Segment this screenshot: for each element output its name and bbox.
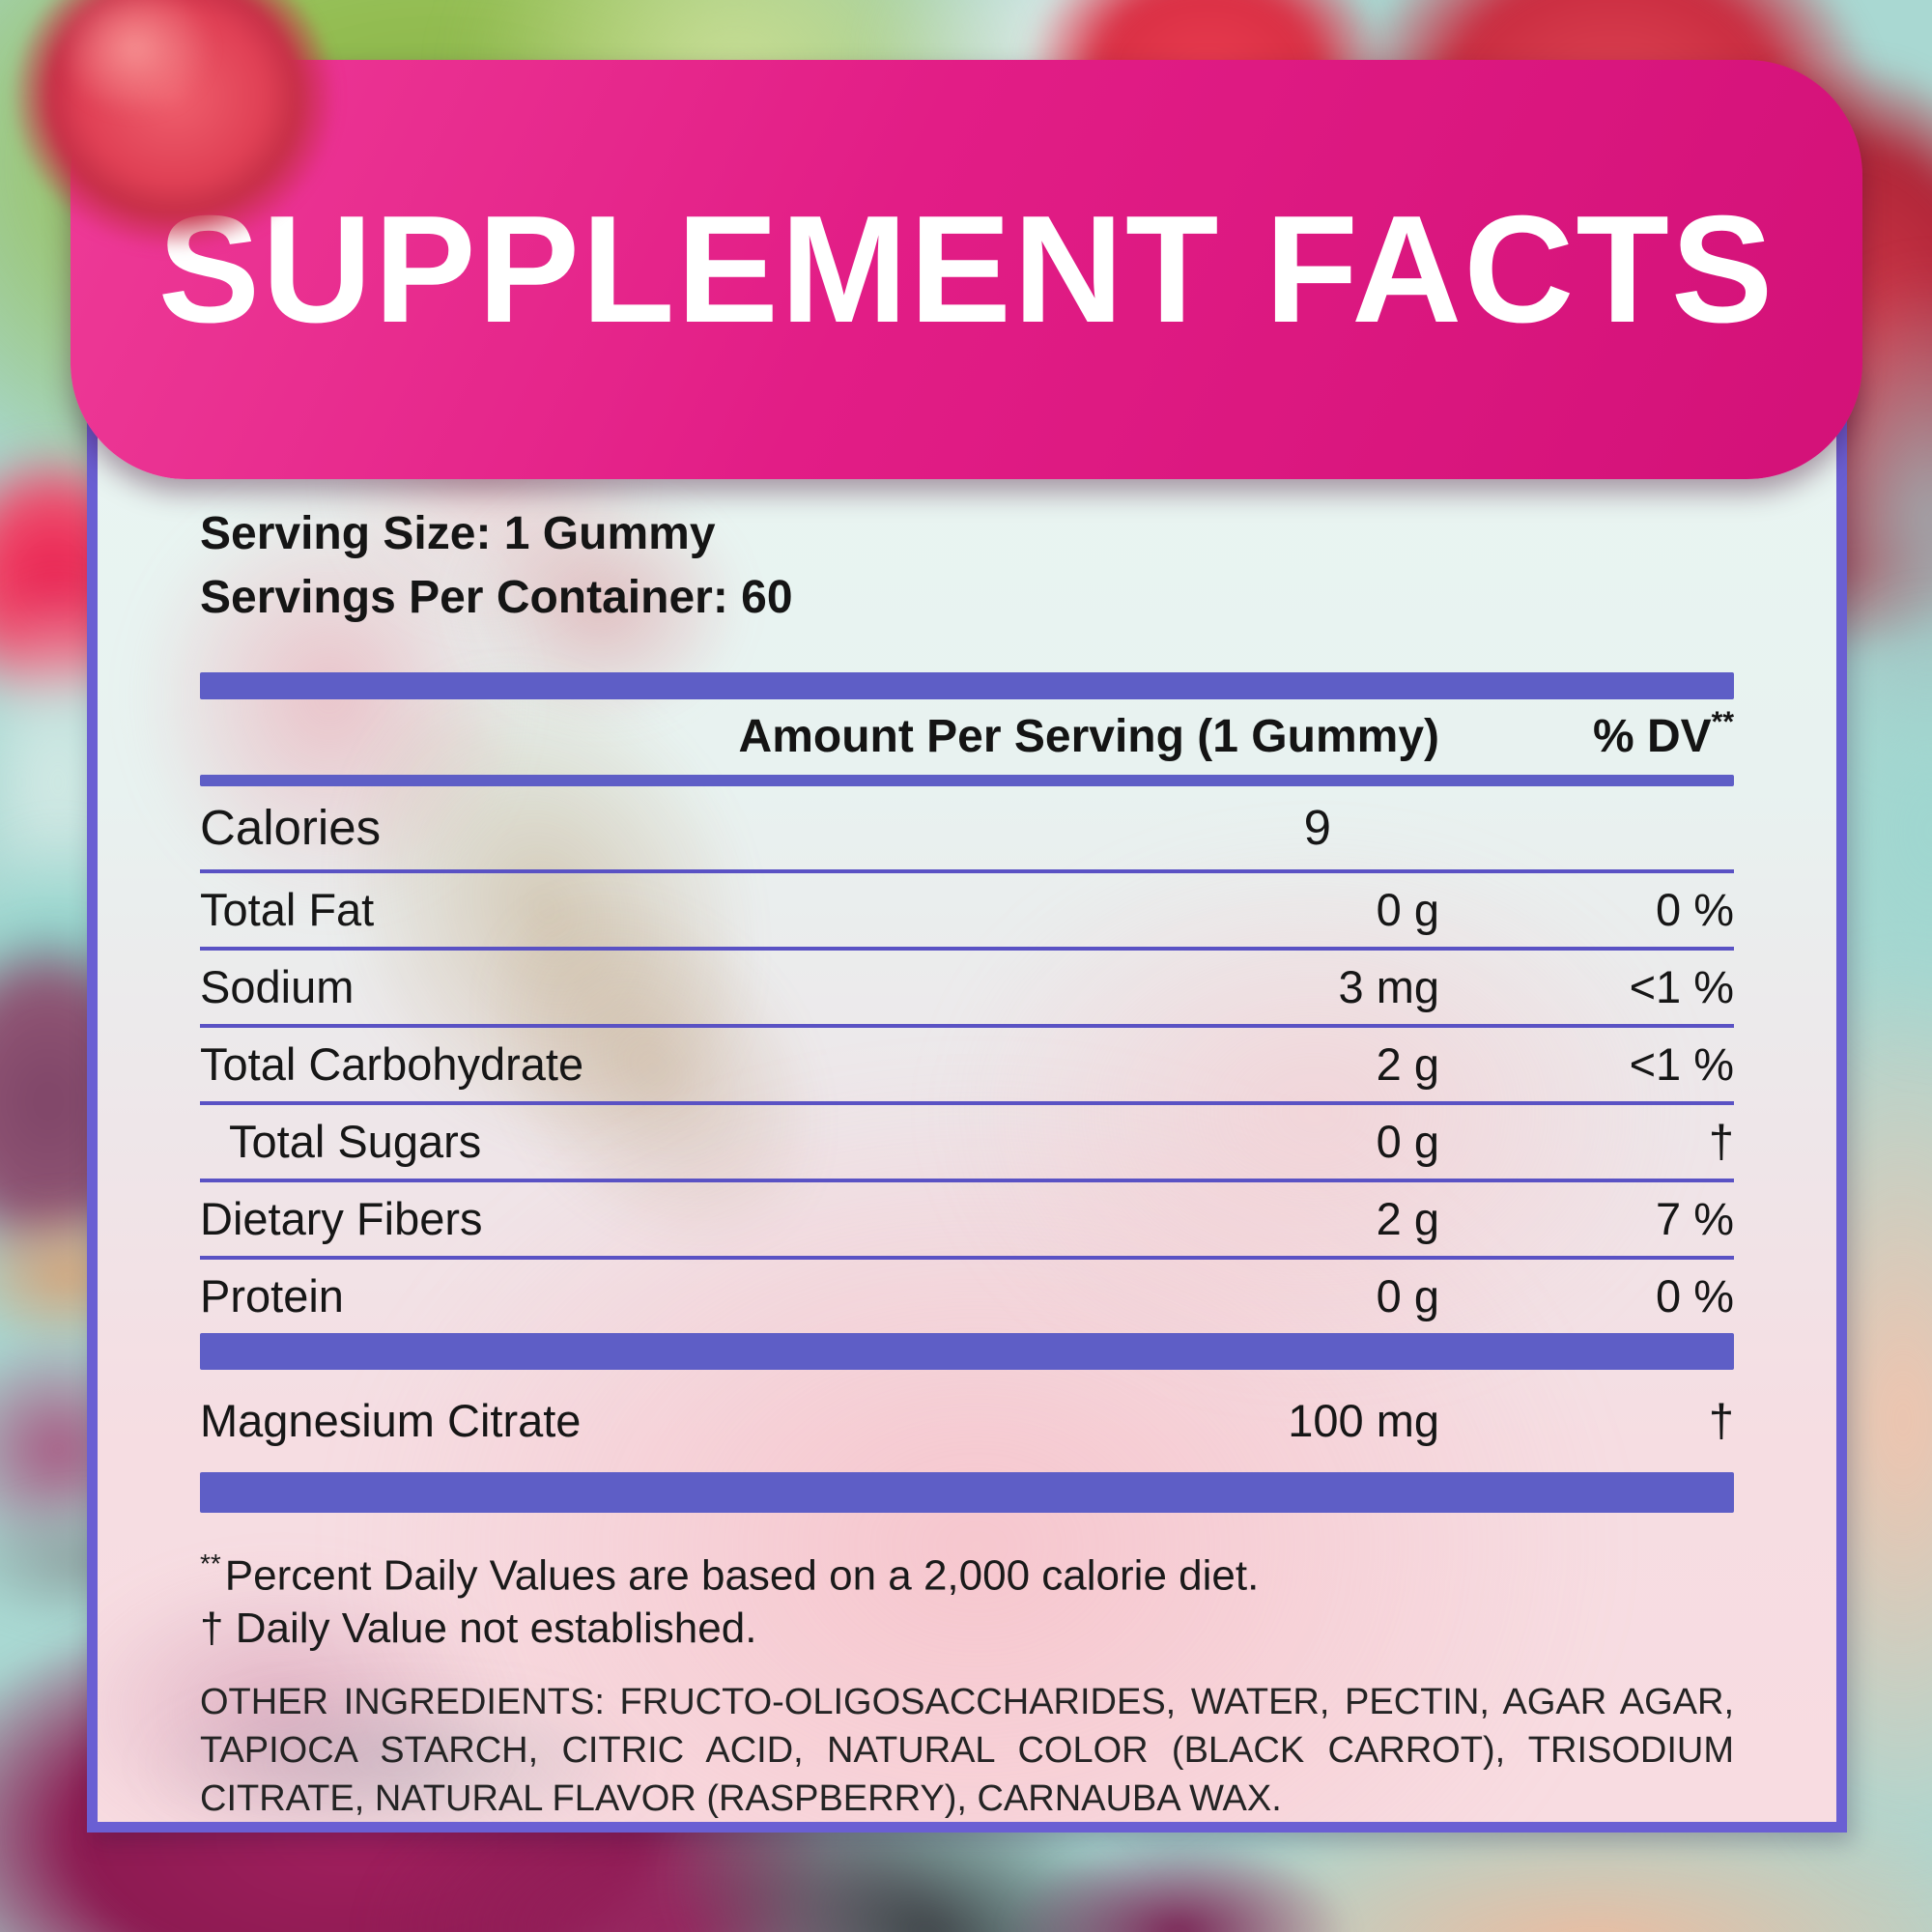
- divider-bar-top: [200, 672, 1734, 699]
- row-dv: 0 %: [1656, 884, 1734, 935]
- row-dv: <1 %: [1629, 1038, 1734, 1090]
- servings-per-container: Servings Per Container: 60: [200, 572, 793, 623]
- row-amount: 0 g: [1376, 1270, 1439, 1321]
- row-dv: †: [1708, 1395, 1734, 1446]
- row-dv: 0 %: [1656, 1270, 1734, 1321]
- row-amount: 9: [1303, 800, 1331, 855]
- table-row-calories: Calories 9: [200, 786, 1734, 873]
- panel-content: Serving Size: 1 Gummy Servings Per Conta…: [200, 502, 1734, 1822]
- row-amount: 2 g: [1376, 1038, 1439, 1090]
- divider-bar-header: [200, 775, 1734, 786]
- row-amount: 3 mg: [1338, 961, 1440, 1012]
- table-row-total-carbohydrate: Total Carbohydrate 2 g <1 %: [200, 1028, 1734, 1105]
- row-label: Dietary Fibers: [200, 1193, 483, 1244]
- row-label: Sodium: [200, 961, 355, 1012]
- serving-size: Serving Size: 1 Gummy: [200, 508, 716, 559]
- header-amount-per-serving: Amount Per Serving (1 Gummy): [738, 711, 1439, 762]
- other-ingredients: OTHER INGREDIENTS: FRUCTO-OLIGOSACCHARID…: [200, 1681, 1734, 1819]
- gummy-bottom-decoration: [1005, 1835, 1352, 1932]
- row-amount: 0 g: [1376, 1116, 1439, 1167]
- row-label: Calories: [200, 800, 382, 855]
- divider-bar-middle: [200, 1333, 1734, 1370]
- row-label: Magnesium Citrate: [200, 1395, 582, 1446]
- table-row-sodium: Sodium 3 mg <1 %: [200, 951, 1734, 1028]
- table-header: Amount Per Serving (1 Gummy) % DV**: [200, 699, 1734, 775]
- header-percent-dv: % DV**: [1592, 706, 1734, 762]
- row-label: Total Sugars: [229, 1116, 482, 1167]
- footnote-dagger: † Daily Value not established.: [200, 1604, 757, 1652]
- table-row-protein: Protein 0 g 0 %: [200, 1260, 1734, 1333]
- row-dv: 7 %: [1656, 1193, 1734, 1244]
- row-amount: 2 g: [1376, 1193, 1439, 1244]
- serving-info: Serving Size: 1 Gummy Servings Per Conta…: [200, 502, 1734, 630]
- table-row-magnesium-citrate: Magnesium Citrate 100 mg †: [200, 1370, 1734, 1472]
- row-dv: †: [1708, 1116, 1734, 1167]
- row-amount: 100 mg: [1288, 1395, 1439, 1446]
- row-label: Protein: [200, 1270, 344, 1321]
- footnote-daily-values: **Percent Daily Values are based on a 2,…: [200, 1548, 1260, 1600]
- row-dv: <1 %: [1629, 961, 1734, 1012]
- footnotes: **Percent Daily Values are based on a 2,…: [200, 1540, 1734, 1655]
- title-banner: SUPPLEMENT FACTS: [71, 60, 1862, 479]
- supplement-facts-panel: Serving Size: 1 Gummy Servings Per Conta…: [87, 367, 1847, 1833]
- row-amount: 0 g: [1376, 884, 1439, 935]
- row-label: Total Fat: [200, 884, 375, 935]
- table-row-total-sugars: Total Sugars 0 g †: [200, 1105, 1734, 1182]
- row-label: Total Carbohydrate: [200, 1038, 584, 1090]
- page-title: SUPPLEMENT FACTS: [157, 184, 1776, 355]
- divider-bar-bottom: [200, 1472, 1734, 1513]
- table-row-total-fat: Total Fat 0 g 0 %: [200, 873, 1734, 951]
- table-row-dietary-fibers: Dietary Fibers 2 g 7 %: [200, 1182, 1734, 1260]
